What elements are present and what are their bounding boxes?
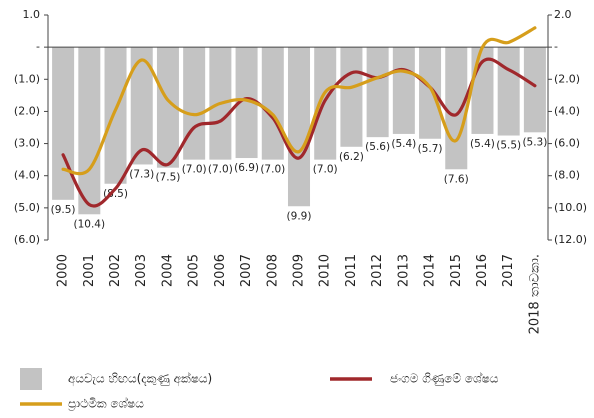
legend-label: අයවැය හිඟය(දකුණු අක්ෂය) bbox=[68, 371, 212, 386]
bar bbox=[366, 47, 389, 138]
y-tick-label: (6.0) bbox=[14, 233, 40, 246]
bar bbox=[392, 47, 415, 134]
bar bbox=[523, 47, 546, 133]
data-label: (5.5) bbox=[496, 140, 521, 152]
bar bbox=[445, 47, 468, 170]
bar bbox=[104, 47, 127, 184]
data-label: (7.0) bbox=[208, 164, 233, 176]
y2-tick-label: (4.0) bbox=[554, 104, 580, 117]
data-label: (10.4) bbox=[74, 218, 106, 230]
y2-tick-label: (6.0) bbox=[554, 137, 580, 150]
x-tick-label: 2014 bbox=[423, 254, 438, 287]
line bbox=[61, 26, 537, 176]
y2-tick-label: (2.0) bbox=[554, 72, 580, 85]
data-label: (5.7) bbox=[418, 143, 443, 155]
data-label: (7.0) bbox=[260, 164, 285, 176]
y2-tick-label: (12.0) bbox=[554, 233, 587, 246]
data-label: (9.9) bbox=[287, 210, 312, 222]
bar bbox=[340, 47, 363, 147]
data-label: (9.5) bbox=[51, 204, 76, 216]
y-tick-label: (1.0) bbox=[14, 72, 40, 85]
legend-label: ප්‍රාථමික ශේෂය bbox=[68, 396, 144, 411]
data-label: (5.6) bbox=[365, 141, 390, 153]
x-tick-label: 2011 bbox=[344, 254, 359, 287]
x-tick-label: 2006 bbox=[213, 254, 228, 287]
x-tick-label: 2017 bbox=[501, 254, 516, 287]
x-tick-label: 2012 bbox=[370, 254, 385, 287]
y-tick-label: - bbox=[36, 40, 40, 53]
x-tick-label: 2013 bbox=[396, 254, 411, 287]
bar bbox=[287, 47, 311, 207]
bar bbox=[52, 47, 75, 200]
x-tick-label: 2000 bbox=[56, 254, 71, 287]
x-tick-label: 2005 bbox=[187, 254, 202, 287]
x-tick-label: 2003 bbox=[134, 254, 149, 287]
x-tick-label: 2002 bbox=[108, 254, 123, 287]
x-tick-label: 2015 bbox=[449, 254, 464, 287]
y2-tick-label: (8.0) bbox=[554, 169, 580, 182]
legend-swatch bbox=[20, 368, 42, 390]
x-tick-label: 2018 තාවකා. bbox=[527, 254, 542, 334]
x-tick-label: 2008 bbox=[265, 254, 280, 287]
data-label: (7.0) bbox=[182, 164, 207, 176]
data-label: (5.4) bbox=[470, 138, 495, 150]
y-tick-label: (3.0) bbox=[14, 137, 40, 150]
y2-tick-label: 2.0 bbox=[554, 8, 572, 21]
x-tick-label: 2001 bbox=[82, 254, 97, 287]
data-label: (7.3) bbox=[129, 168, 154, 180]
line bbox=[61, 57, 537, 208]
data-label: (7.5) bbox=[155, 172, 180, 184]
bar bbox=[156, 47, 179, 168]
x-tick-label: 2004 bbox=[160, 254, 175, 287]
y-tick-label: (5.0) bbox=[14, 201, 40, 214]
bar bbox=[130, 47, 153, 165]
bar bbox=[235, 47, 258, 159]
data-label: (7.0) bbox=[313, 164, 338, 176]
legend-label: ජංගම ගිණුමේ ශේෂය bbox=[390, 371, 499, 385]
data-label: (5.4) bbox=[391, 138, 416, 150]
data-label: (6.9) bbox=[234, 162, 259, 174]
bar bbox=[261, 47, 284, 160]
y2-tick-label: - bbox=[554, 40, 558, 53]
bar bbox=[497, 47, 520, 136]
x-tick-label: 2007 bbox=[239, 254, 254, 287]
data-label: (7.6) bbox=[444, 173, 469, 185]
y-tick-label: (4.0) bbox=[14, 169, 40, 182]
bar bbox=[183, 47, 206, 160]
y-tick-label: 1.0 bbox=[23, 8, 41, 21]
bar bbox=[419, 47, 442, 139]
y-tick-label: (2.0) bbox=[14, 104, 40, 117]
x-tick-label: 2010 bbox=[318, 254, 333, 287]
data-label: (5.3) bbox=[522, 136, 547, 148]
data-label: (6.2) bbox=[339, 151, 364, 163]
y2-tick-label: (10.0) bbox=[554, 201, 587, 214]
x-tick-label: 2016 bbox=[475, 254, 490, 287]
x-tick-label: 2009 bbox=[292, 254, 307, 287]
bar bbox=[78, 47, 101, 215]
